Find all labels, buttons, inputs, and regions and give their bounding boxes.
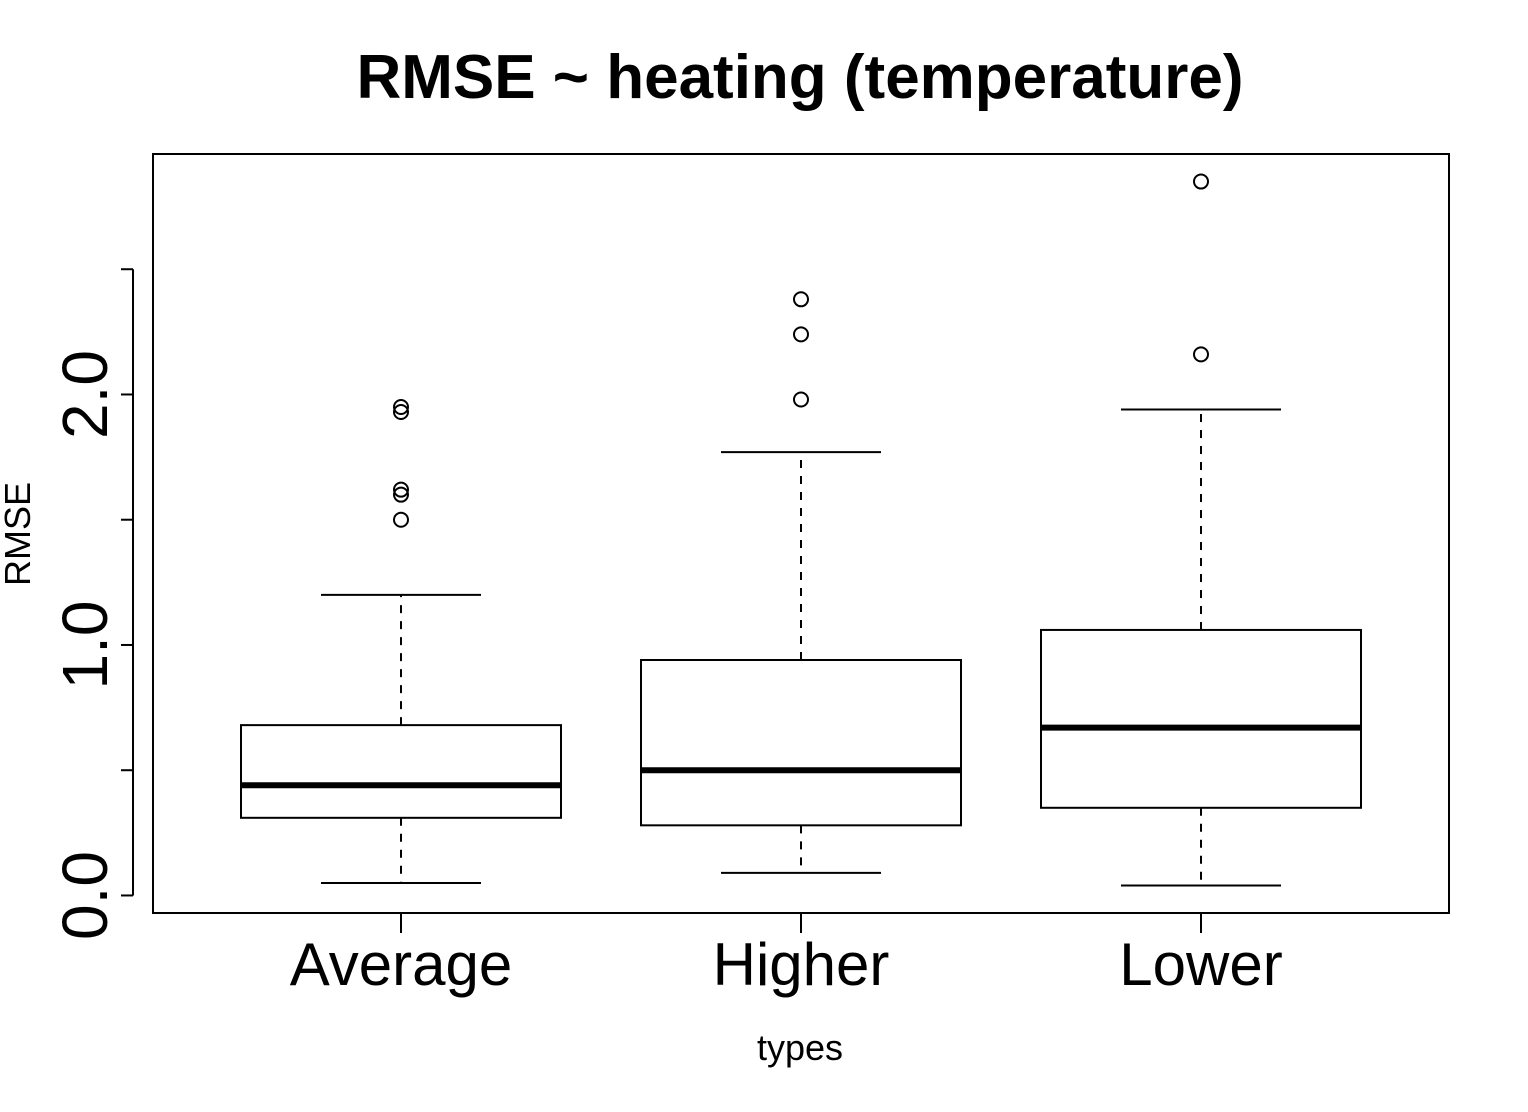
outlier-point xyxy=(393,486,409,503)
x-tick-label: Average xyxy=(290,931,512,998)
outlier-point xyxy=(1193,346,1209,363)
outlier-point xyxy=(793,326,809,343)
outlier-point xyxy=(793,391,809,408)
x-axis: Average Higher Lower xyxy=(290,913,1283,998)
outlier-point xyxy=(393,481,409,498)
outlier-point xyxy=(793,291,809,308)
y-tick-label: 2.0 xyxy=(49,350,121,439)
y-axis-label: RMSE xyxy=(0,482,38,586)
iqr-box xyxy=(1040,628,1362,809)
outlier-point xyxy=(393,404,409,421)
x-tick-label: Higher xyxy=(713,931,890,998)
outlier-point xyxy=(1193,173,1209,190)
y-tick-label: 0.0 xyxy=(49,851,121,940)
y-tick-label: 1.0 xyxy=(49,600,121,689)
outlier-point xyxy=(393,399,409,415)
box-average xyxy=(240,399,562,884)
iqr-box xyxy=(640,659,962,827)
box-higher xyxy=(640,291,962,874)
x-tick-label: Lower xyxy=(1119,931,1282,998)
iqr-box xyxy=(240,724,562,819)
x-axis-label: types xyxy=(757,1027,843,1068)
y-axis: 0.0 1.0 2.0 xyxy=(49,268,134,940)
chart-title: RMSE ~ heating (temperature) xyxy=(356,43,1243,112)
box-lower xyxy=(1040,173,1362,887)
boxes-group xyxy=(240,173,1362,887)
outlier-point xyxy=(393,511,409,528)
